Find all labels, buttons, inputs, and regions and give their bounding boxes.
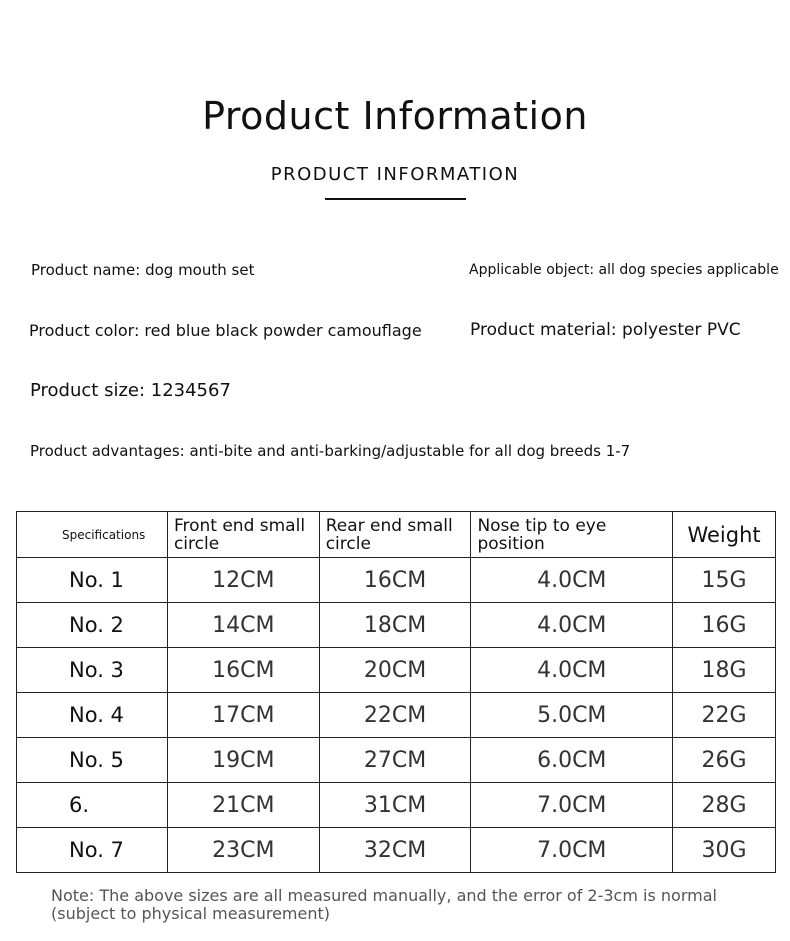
product-color: Product color: red blue black powder cam…	[29, 321, 422, 340]
header-nose-eye: Nose tip to eye position	[470, 511, 674, 558]
product-advantages: Product advantages: anti-bite and anti-b…	[30, 442, 631, 460]
spec-cell: No. 2	[16, 602, 168, 648]
table-row: No. 4 17CM 22CM 5.0CM 22G	[16, 692, 776, 738]
front-end-cell: 19CM	[166, 737, 320, 783]
front-end-cell: 17CM	[166, 692, 320, 738]
applicable-object: Applicable object: all dog species appli…	[469, 262, 779, 278]
rear-end-cell: 32CM	[318, 827, 472, 873]
spec-cell: No. 3	[16, 647, 168, 693]
weight-cell: 30G	[672, 827, 776, 873]
measurement-note: Note: The above sizes are all measured m…	[51, 886, 717, 923]
front-end-cell: 23CM	[166, 827, 320, 873]
product-material: Product material: polyester PVC	[470, 320, 741, 340]
nose-eye-cell: 4.0CM	[470, 647, 674, 693]
table-row: No. 1 12CM 16CM 4.0CM 15G	[16, 557, 776, 603]
front-end-cell: 21CM	[166, 782, 320, 828]
spec-cell: No. 1	[16, 557, 168, 603]
front-end-cell: 14CM	[166, 602, 320, 648]
nose-eye-cell: 4.0CM	[470, 557, 674, 603]
title-divider	[325, 198, 466, 200]
size-table: Specifications Front end small circle Re…	[16, 511, 776, 873]
weight-cell: 28G	[672, 782, 776, 828]
table-row: No. 5 19CM 27CM 6.0CM 26G	[16, 737, 776, 783]
table-row: No. 7 23CM 32CM 7.0CM 30G	[16, 827, 776, 873]
nose-eye-cell: 7.0CM	[470, 827, 674, 873]
table-row: 6. 21CM 31CM 7.0CM 28G	[16, 782, 776, 828]
weight-cell: 26G	[672, 737, 776, 783]
header-front-end: Front end small circle	[166, 511, 320, 558]
page-subtitle: PRODUCT INFORMATION	[270, 164, 520, 185]
nose-eye-cell: 4.0CM	[470, 602, 674, 648]
front-end-cell: 12CM	[166, 557, 320, 603]
header-weight: Weight	[672, 511, 776, 558]
front-end-cell: 16CM	[166, 647, 320, 693]
table-row: No. 3 16CM 20CM 4.0CM 18G	[16, 647, 776, 693]
rear-end-cell: 31CM	[318, 782, 472, 828]
weight-cell: 15G	[672, 557, 776, 603]
rear-end-cell: 22CM	[318, 692, 472, 738]
product-size: Product size: 1234567	[30, 380, 231, 401]
header-specifications: Specifications	[16, 511, 168, 558]
table-header-row: Specifications Front end small circle Re…	[16, 511, 776, 558]
spec-cell: No. 5	[16, 737, 168, 783]
weight-cell: 22G	[672, 692, 776, 738]
weight-cell: 16G	[672, 602, 776, 648]
table-row: No. 2 14CM 18CM 4.0CM 16G	[16, 602, 776, 648]
spec-cell: No. 7	[16, 827, 168, 873]
weight-cell: 18G	[672, 647, 776, 693]
header-rear-end: Rear end small circle	[318, 511, 472, 558]
nose-eye-cell: 6.0CM	[470, 737, 674, 783]
nose-eye-cell: 5.0CM	[470, 692, 674, 738]
rear-end-cell: 18CM	[318, 602, 472, 648]
spec-cell: 6.	[16, 782, 168, 828]
rear-end-cell: 27CM	[318, 737, 472, 783]
spec-cell: No. 4	[16, 692, 168, 738]
rear-end-cell: 16CM	[318, 557, 472, 603]
nose-eye-cell: 7.0CM	[470, 782, 674, 828]
rear-end-cell: 20CM	[318, 647, 472, 693]
product-name: Product name: dog mouth set	[31, 261, 255, 279]
page-title: Product Information	[202, 94, 588, 138]
